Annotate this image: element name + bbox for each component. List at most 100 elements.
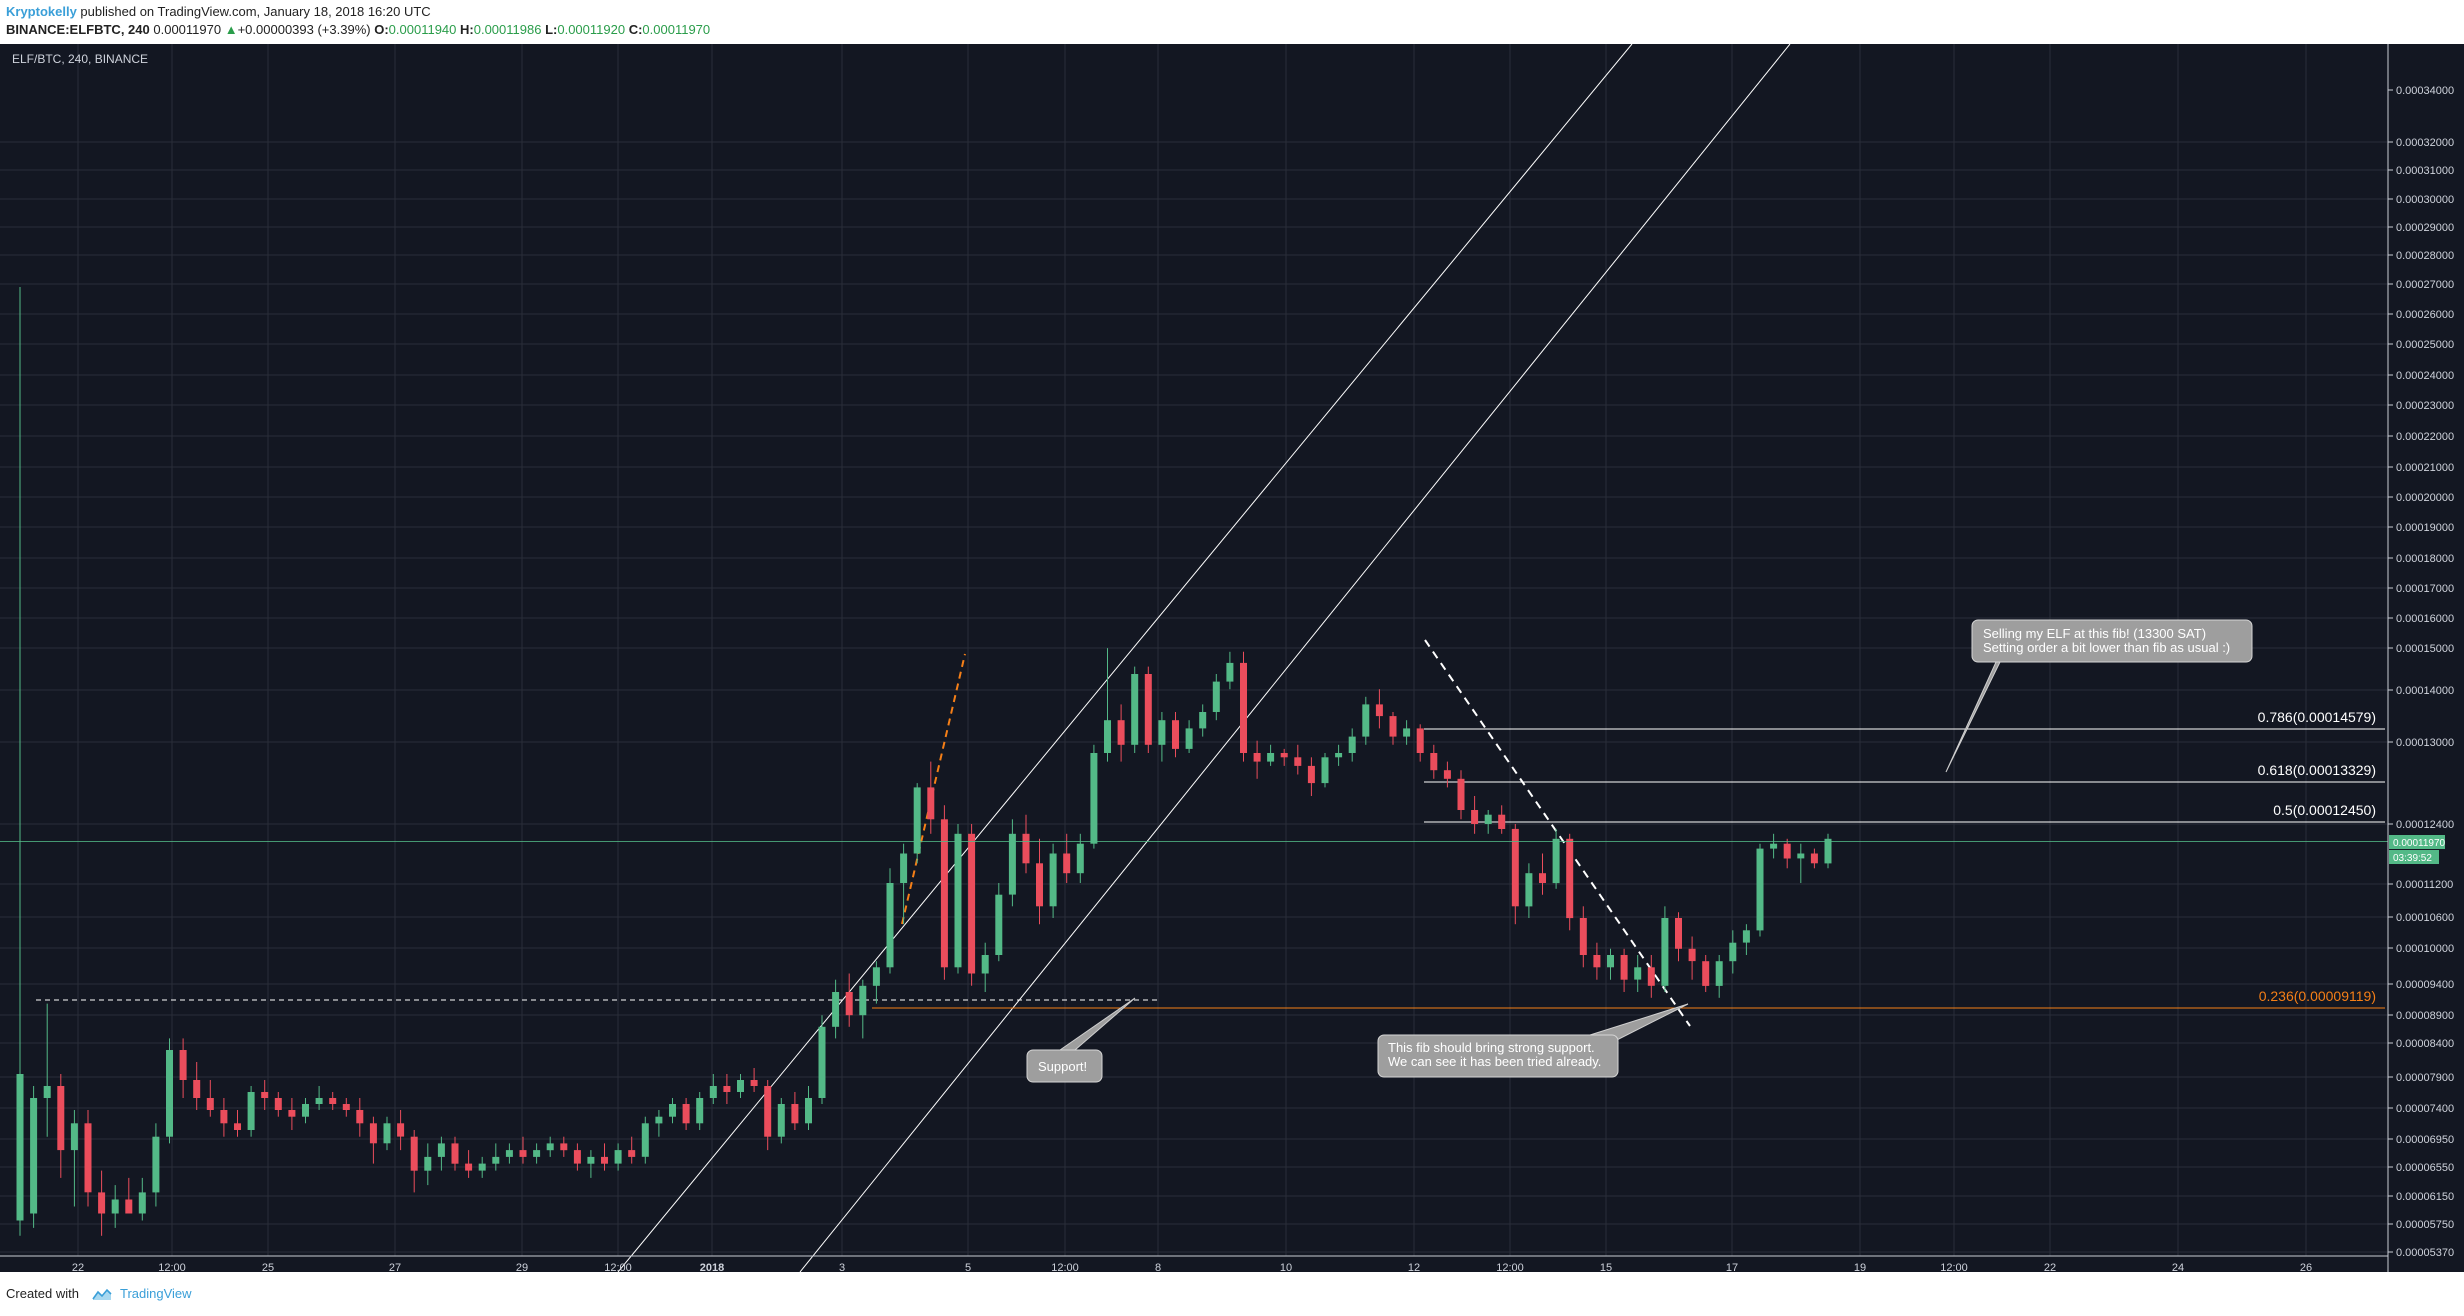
candle-body — [737, 1080, 744, 1092]
publish-line: Kryptokelly published on TradingView.com… — [6, 3, 431, 21]
x-tick-label: 12:00 — [1496, 1262, 1524, 1272]
candle-body — [179, 1050, 187, 1080]
candle-body — [1443, 770, 1451, 779]
candle-body — [329, 1098, 337, 1104]
tradingview-brand-link[interactable]: TradingView — [120, 1286, 192, 1301]
candle-body — [1280, 753, 1288, 758]
candle-body — [1661, 918, 1669, 986]
x-tick-label: 22 — [72, 1262, 84, 1272]
candle-body — [1552, 838, 1560, 884]
callout-text: Support! — [1038, 1059, 1087, 1074]
open-label: O: — [374, 22, 389, 37]
symbol-label: BINANCE:ELFBTC, 240 — [6, 22, 150, 37]
candle-body — [43, 1086, 51, 1098]
candle-body — [723, 1086, 731, 1092]
candle-body — [1416, 728, 1424, 753]
candle-body — [818, 1026, 826, 1098]
fib-level-label: 0.5(0.00012450) — [2273, 802, 2376, 818]
y-tick-label: 0.00008900 — [2396, 1010, 2454, 1022]
y-tick-label: 0.00030000 — [2396, 194, 2454, 206]
high-label: H: — [460, 22, 474, 37]
y-tick-label: 0.00018000 — [2396, 553, 2454, 565]
x-tick-label: 2018 — [700, 1262, 724, 1272]
candle-body — [1212, 681, 1220, 712]
candle-body — [777, 1104, 785, 1137]
x-tick-label: 12:00 — [158, 1262, 186, 1272]
candle-body — [125, 1199, 133, 1214]
trend-channel — [36, 44, 1791, 1272]
fib-level-label: 0.618(0.00013329) — [2258, 762, 2376, 778]
candle-body — [234, 1123, 241, 1130]
candle-body — [1049, 853, 1057, 907]
last-price-line — [0, 841, 2388, 842]
candle-body — [342, 1104, 350, 1110]
candle-body — [1158, 720, 1166, 745]
candle-body — [886, 883, 894, 968]
candle-body — [1484, 814, 1492, 824]
created-with-text: Created with — [6, 1286, 79, 1301]
candle-body — [1403, 728, 1411, 737]
y-tick-label: 0.00022000 — [2396, 431, 2454, 443]
y-tick-label: 0.00013000 — [2396, 737, 2454, 749]
candle-body — [356, 1110, 364, 1124]
candle-body — [1321, 757, 1329, 784]
candle-body — [1267, 753, 1275, 762]
x-tick-label: 17 — [1726, 1262, 1738, 1272]
fib-level-label: 0.786(0.00014579) — [2258, 709, 2376, 725]
change-value: +0.00000393 (+3.39%) — [237, 22, 371, 37]
y-tick-label: 0.00019000 — [2396, 522, 2454, 534]
candle-body — [1199, 712, 1207, 729]
candle-body — [57, 1086, 65, 1151]
y-tick-label: 0.00025000 — [2396, 339, 2454, 351]
candle-body — [70, 1123, 78, 1151]
candle-body — [872, 967, 880, 986]
y-tick-label: 0.00007400 — [2396, 1103, 2454, 1115]
x-tick-label: 12:00 — [604, 1262, 632, 1272]
candle-body — [84, 1123, 92, 1193]
candle-body — [111, 1199, 119, 1214]
candle-body — [302, 1104, 309, 1117]
y-tick-label: 0.00028000 — [2396, 250, 2454, 262]
candlestick-chart[interactable]: 0.786(0.00014579) 0.618(0.00013329) 0.5(0.… — [0, 44, 2464, 1272]
candle-body — [1566, 838, 1574, 919]
y-tick-label: 0.00026000 — [2396, 309, 2454, 321]
candle-body — [1675, 918, 1682, 949]
y-tick-label: 0.00034000 — [2396, 85, 2454, 97]
candle-body — [1824, 838, 1832, 864]
y-tick-label: 0.00007900 — [2396, 1072, 2454, 1084]
chart-area[interactable]: 0.786(0.00014579) 0.618(0.00013329) 0.5(0.… — [0, 44, 2464, 1272]
y-tick-label: 0.00017000 — [2396, 583, 2454, 595]
candle-body — [546, 1143, 554, 1151]
author-link[interactable]: Kryptokelly — [6, 4, 77, 19]
candle-body — [1362, 704, 1370, 737]
y-tick-label: 0.00008400 — [2396, 1038, 2454, 1050]
candle-body — [1375, 704, 1383, 717]
x-tick-label: 12:00 — [1940, 1262, 1968, 1272]
candle-body — [1742, 930, 1750, 943]
last-price: 0.00011970 — [153, 22, 222, 37]
candle-body — [1131, 674, 1139, 745]
candle-body — [193, 1080, 201, 1098]
y-tick-label: 0.00011200 — [2396, 879, 2453, 891]
candle-body — [220, 1110, 228, 1124]
candle-body — [1498, 814, 1506, 829]
candle-body — [696, 1098, 704, 1124]
candle-body — [1715, 961, 1723, 986]
y-tick-label: 0.00005750 — [2396, 1219, 2454, 1231]
candle-body — [288, 1110, 296, 1117]
candle-body — [573, 1150, 581, 1164]
candle-body — [138, 1192, 146, 1214]
candle-body — [981, 955, 989, 974]
y-tick-label: 0.00006550 — [2396, 1162, 2454, 1174]
price-axis-labels: 0.00034000 0.00032000 0.00031000 0.00030000… — [2388, 85, 2454, 1259]
open-value: 0.00011940 — [388, 22, 457, 37]
low-label: L: — [545, 22, 558, 37]
candle-body — [1756, 848, 1764, 931]
candle-body — [424, 1156, 432, 1171]
candle-body — [465, 1163, 473, 1171]
channel-lower-line — [799, 44, 1791, 1272]
candle-body — [247, 1092, 255, 1130]
x-tick-label: 12 — [1408, 1262, 1420, 1272]
candle-body — [1593, 955, 1601, 968]
candle-body — [1702, 961, 1710, 986]
